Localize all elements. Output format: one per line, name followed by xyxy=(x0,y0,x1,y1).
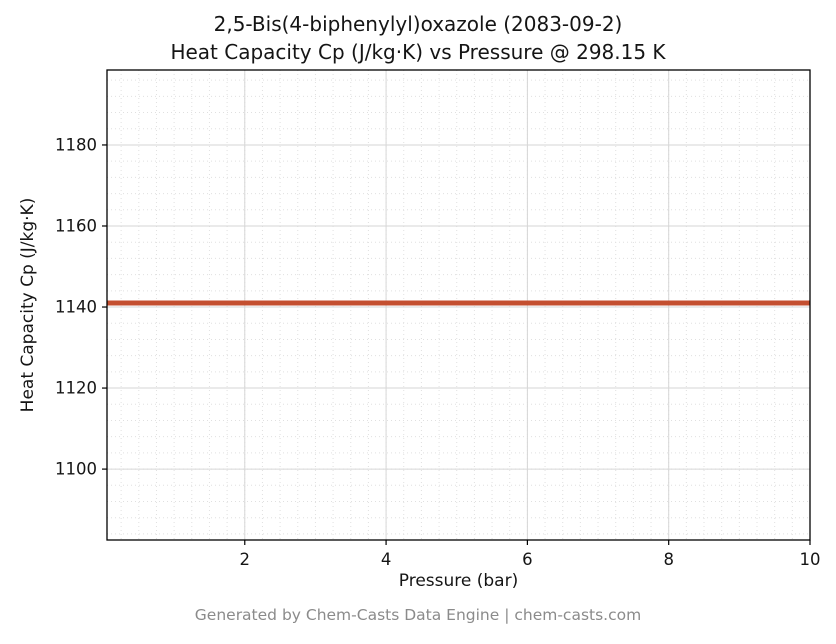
y-tick-label: 1140 xyxy=(55,298,97,317)
y-tick-label: 1180 xyxy=(55,135,97,154)
x-tick-label: 8 xyxy=(663,550,674,569)
chart-title: 2,5-Bis(4-biphenylyl)oxazole (2083-09-2)… xyxy=(0,10,836,66)
y-tick-label: 1100 xyxy=(55,460,97,479)
watermark-footer: Generated by Chem-Casts Data Engine | ch… xyxy=(194,606,642,624)
x-tick-label: 6 xyxy=(522,550,533,569)
y-tick-label: 1160 xyxy=(55,216,97,235)
y-tick-label: 1120 xyxy=(55,379,97,398)
chart-title-line1: 2,5-Bis(4-biphenylyl)oxazole (2083-09-2) xyxy=(213,12,623,36)
y-axis-label: Heat Capacity Cp (J/kg·K) xyxy=(18,197,38,413)
axes-spine xyxy=(106,69,811,541)
x-tick-label: 4 xyxy=(381,550,392,569)
chart-title-line2: Heat Capacity Cp (J/kg·K) vs Pressure @ … xyxy=(170,40,666,64)
x-tick-label: 10 xyxy=(800,550,821,569)
x-axis-label: Pressure (bar) xyxy=(398,571,519,591)
x-tick-label: 2 xyxy=(240,550,251,569)
